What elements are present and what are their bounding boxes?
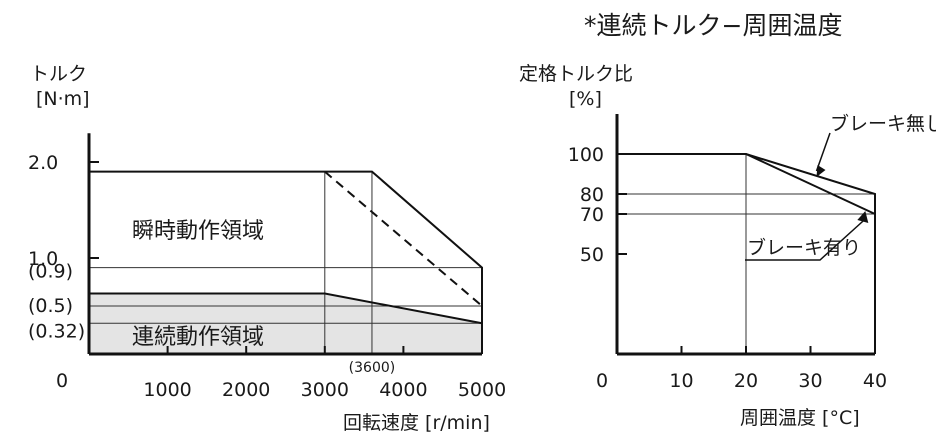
temperature-x-tick-label: 20 <box>734 370 758 392</box>
torque-y-label: トルク <box>30 63 87 85</box>
speed-x-tick-label: 5000 <box>458 379 506 401</box>
speed-mark-label: (3600) <box>349 360 396 376</box>
torque-y-unit: [N·m] <box>36 88 90 110</box>
ratio-y-unit: [%] <box>569 88 602 110</box>
with-brake-legend-label: ブレーキ有り <box>747 236 861 259</box>
temperature-x-tick-label: 40 <box>863 370 887 392</box>
torque-mark-label: (0.32) <box>28 320 85 342</box>
no-brake-legend-label: ブレーキ無し <box>830 112 936 135</box>
ratio-y-tick-label: 70 <box>580 204 604 226</box>
torque-speed-chart: トルク [N·m] 回転速度 [r/min] 0 瞬時動作領域 (0.9) (0.… <box>28 63 506 434</box>
no-brake-callout-line <box>815 132 831 172</box>
with-brake-callout-line <box>745 218 866 261</box>
dashed-limit-line <box>324 170 483 307</box>
ratio-y-label: 定格トルク比 <box>519 63 633 85</box>
page-title: *連続トルク−周囲温度 <box>584 11 842 40</box>
torque-origin-label: 0 <box>56 370 68 392</box>
torque-mark-label: (0.5) <box>28 295 73 317</box>
torque-mark-label: (0.9) <box>28 261 73 283</box>
temperature-x-tick-label: 30 <box>798 370 822 392</box>
temperature-x-tick-label: 10 <box>669 370 693 392</box>
with-brake-callout-arrow <box>857 211 869 223</box>
continuous-limit-line <box>89 292 483 325</box>
ratio-y-tick-label: 100 <box>568 144 604 166</box>
instantaneous-region-label: 瞬時動作領域 <box>132 219 264 244</box>
speed-x-tick-label: 1000 <box>143 379 191 401</box>
torque-y-tick-label: 1.0 <box>28 248 58 270</box>
no-brake-callout-arrow <box>816 165 826 177</box>
torque-y-tick-label: 2.0 <box>28 152 58 174</box>
speed-x-tick-label: 2000 <box>222 379 270 401</box>
continuous-region-label: 連続動作領域 <box>132 325 264 350</box>
ratio-y-tick-label: 50 <box>580 244 604 266</box>
ratio-y-tick-label: 80 <box>580 184 604 206</box>
with-brake-line <box>745 153 876 215</box>
no-brake-line <box>617 153 876 354</box>
torque-x-label: 回転速度 [r/min] <box>343 412 490 434</box>
speed-x-tick-label: 3000 <box>301 379 349 401</box>
speed-x-tick-label: 4000 <box>379 379 427 401</box>
instantaneous-limit-line <box>89 170 483 354</box>
ratio-x-label: 周囲温度 [°C] <box>740 407 860 429</box>
ratio-origin-label: 0 <box>596 370 608 392</box>
